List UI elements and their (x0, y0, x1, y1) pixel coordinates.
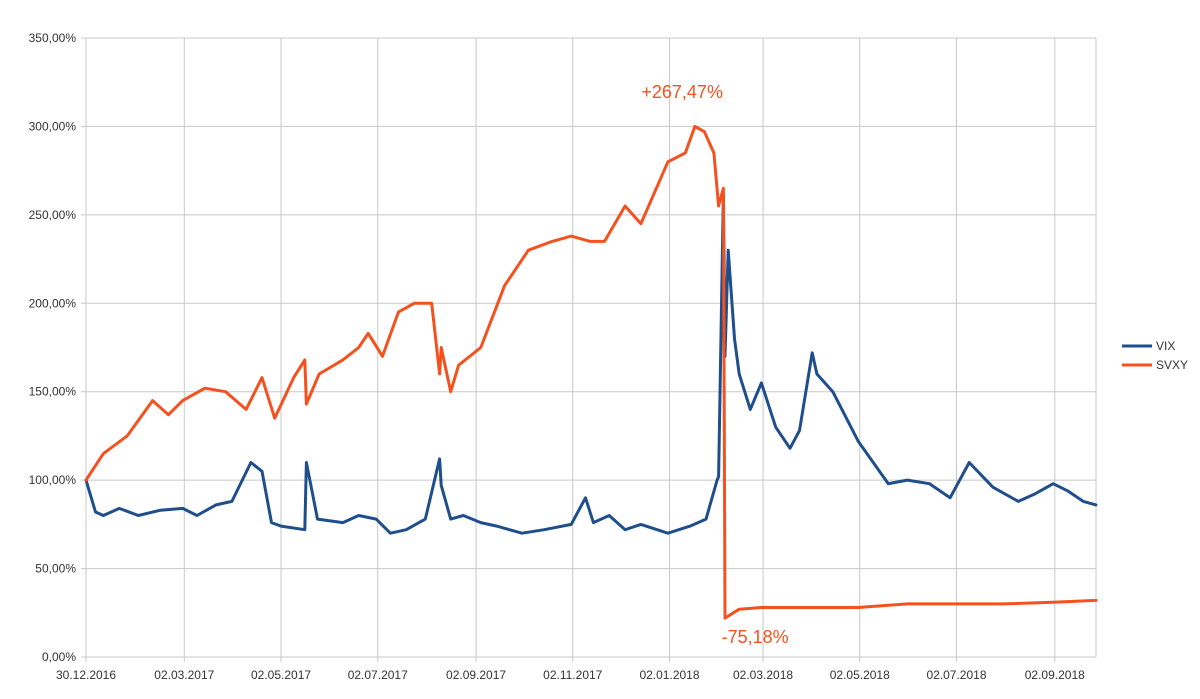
annotations: +267,47% -75,18% (641, 82, 788, 647)
y-tick-label: 50,00% (35, 562, 76, 576)
x-tick-label: 02.05.2017 (251, 668, 311, 682)
x-tick-label: 02.05.2018 (830, 668, 890, 682)
x-tick-label: 30.12.2016 (56, 668, 116, 682)
legend-label-vix: VIX (1156, 339, 1175, 353)
x-tick-label: 02.07.2018 (926, 668, 986, 682)
series-line-vix (84, 192, 1098, 535)
x-tick-label: 02.03.2017 (154, 668, 214, 682)
x-tick-label: 02.09.2018 (1025, 668, 1085, 682)
y-tick-label: 250,00% (29, 208, 77, 222)
y-tick-label: 100,00% (29, 473, 77, 487)
series (84, 124, 1098, 620)
legend: VIX SVXY (1122, 339, 1188, 372)
grid (85, 37, 1097, 658)
annotation-label: +267,47% (641, 82, 723, 102)
y-tick-label: 350,00% (29, 31, 77, 45)
x-tick-label: 02.09.2017 (446, 668, 506, 682)
axes: 0,00% 50,00% 100,00% 150,00% 200,00% 250,00% 3… (29, 31, 1086, 682)
y-tick-label: 200,00% (29, 296, 77, 310)
x-tick-label: 02.01.2018 (639, 668, 699, 682)
y-tick-label: 300,00% (29, 119, 77, 133)
annotation-label: -75,18% (722, 627, 789, 647)
x-tick-label: 02.03.2018 (733, 668, 793, 682)
y-tick-label: 150,00% (29, 385, 77, 399)
x-tick-label: 02.07.2017 (348, 668, 408, 682)
series-line-svxy (84, 124, 1098, 620)
legend-label-svxy: SVXY (1156, 358, 1188, 372)
y-tick-label: 0,00% (42, 650, 76, 664)
x-tick-label: 02.11.2017 (543, 668, 602, 682)
